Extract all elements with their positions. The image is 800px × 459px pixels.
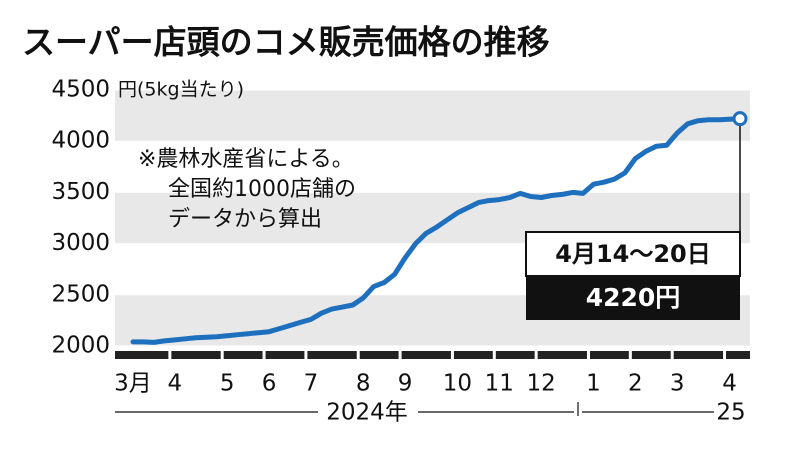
y-tick-label: 4500 — [51, 77, 110, 103]
x-tick-label: 11 — [485, 371, 514, 397]
value-label: 4220円 — [586, 283, 681, 312]
callout-value-box — [526, 276, 740, 320]
y-tick-label: 3500 — [51, 179, 110, 205]
x-tick-label: 3 — [670, 371, 685, 397]
x-tick-label: 1 — [586, 371, 601, 397]
annotation: データから算出 — [168, 207, 322, 232]
x-tick-label: 12 — [527, 371, 556, 397]
y-tick-label: 3000 — [51, 230, 110, 256]
year-label-bg — [318, 398, 418, 426]
callout-box — [525, 231, 741, 277]
line — [130, 116, 743, 345]
year-label: 25 — [716, 400, 745, 426]
x-axis — [115, 351, 750, 359]
annotation: ※農林水産省による。 — [138, 147, 354, 172]
chart-title: スーパー店頭のコメ販売価格の推移 — [22, 23, 550, 62]
grid-band — [115, 90, 750, 142]
x-tick-label: 4 — [722, 371, 737, 397]
year-label: 2024年 — [326, 400, 408, 426]
x-tick-label: 5 — [220, 371, 235, 397]
annotation: 全国約1000店舗の — [168, 177, 356, 202]
y-unit-label: 円(5kg当たり) — [118, 79, 244, 101]
x-tick-label: 4 — [168, 371, 183, 397]
x-tick-label: 8 — [356, 371, 371, 397]
x-tick-label: 7 — [304, 371, 319, 397]
y-tick-label: 4000 — [51, 128, 110, 154]
y-tick-label: 2500 — [51, 281, 110, 307]
x-tick-label: 6 — [262, 371, 277, 397]
x-tick-label: 2 — [628, 371, 643, 397]
end-point — [732, 111, 748, 127]
y-tick-label: 2000 — [51, 333, 110, 359]
callout-label: 4月14〜20日 — [555, 240, 711, 268]
x-tick-label: 10 — [443, 371, 472, 397]
x-tick-label: 3月 — [114, 371, 152, 397]
x-tick-label: 9 — [398, 371, 413, 397]
